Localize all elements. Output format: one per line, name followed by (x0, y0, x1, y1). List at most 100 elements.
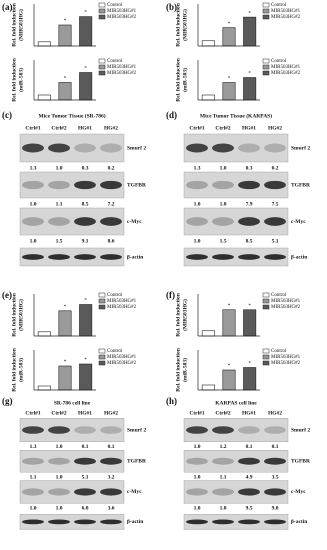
significance: * (228, 304, 231, 309)
blot-band (48, 180, 70, 190)
legend-swatch (262, 64, 270, 70)
blot-band (100, 426, 122, 434)
blot-membrane (19, 247, 125, 267)
quantification: 1.0 (220, 165, 227, 171)
lane-label: HG#1 (78, 125, 92, 131)
y-label: Rel. fold induction (175, 58, 181, 102)
quantification: 0.1 (246, 444, 253, 450)
quantification: 1.0 (30, 201, 37, 207)
quantification: 4.9 (246, 474, 253, 480)
bar (58, 365, 72, 391)
blot-band (186, 519, 208, 525)
bar (201, 94, 215, 101)
y-label: Rel. fold induction (11, 58, 17, 102)
protein-label: β-actin (291, 254, 307, 260)
significance: * (228, 77, 231, 82)
legend-label: MIR503HG#1 (271, 65, 301, 70)
blot-band (74, 488, 96, 496)
legend-swatch (262, 292, 270, 298)
legend-label: MIR503HG#1 (107, 355, 137, 360)
legend-swatch (262, 70, 270, 76)
y-label-sub: (MIR503HG) (181, 299, 188, 331)
bar (58, 310, 72, 337)
quantification: 0.3 (82, 165, 89, 171)
blot-band (22, 488, 44, 496)
blot-membrane (19, 480, 125, 504)
bar (201, 330, 215, 337)
quantification: 7.9 (246, 201, 253, 207)
blot-band (22, 217, 44, 226)
protein-label: Smurf 2 (291, 145, 310, 151)
bar (79, 304, 93, 337)
blot-band (238, 180, 260, 190)
protein-label: Smurf 2 (127, 427, 146, 433)
blot-band (264, 217, 286, 226)
blot-band (264, 519, 286, 525)
blot-band (74, 143, 96, 153)
legend-swatch (262, 14, 270, 20)
bar (37, 331, 51, 337)
panel-label: (d) (166, 110, 177, 120)
protein-label: β-actin (291, 519, 307, 525)
bar (222, 82, 236, 101)
quantification: 8.6 (108, 238, 115, 244)
significance: * (84, 67, 87, 72)
blot-band (238, 217, 260, 226)
legend-label: MIR503HG#2 (107, 361, 137, 366)
panel-label: (h) (166, 396, 177, 406)
significance: * (248, 362, 251, 367)
quantification: 8.5 (246, 238, 253, 244)
blot-band (100, 180, 122, 190)
legend-swatch (98, 14, 106, 20)
protein-label: β-actin (127, 519, 143, 525)
blot-band (264, 180, 286, 190)
panel-label: (c) (2, 110, 12, 120)
legend-label: MIR503HG#2 (107, 305, 137, 310)
blot-band (100, 457, 122, 465)
legend-swatch (98, 354, 106, 360)
panel-label: (e) (2, 290, 12, 300)
legend-label: MIR503HG#1 (271, 9, 301, 14)
legend-swatch (98, 8, 106, 14)
quantification: 6.0 (82, 506, 89, 512)
legend-swatch (98, 64, 106, 70)
lane-label: Ctrl#1 (189, 125, 205, 131)
legend-label: MIR503HG#1 (107, 65, 137, 70)
quantification: 1.0 (194, 506, 201, 512)
bar (79, 72, 93, 101)
blot-band (238, 457, 260, 465)
blot-membrane (19, 450, 125, 473)
blot-band (238, 254, 260, 260)
bar (243, 367, 257, 391)
quantification: 1.1 (30, 474, 37, 480)
y-label-sub: (miR-503) (17, 68, 24, 92)
significance: * (64, 305, 67, 310)
legend-swatch (262, 304, 270, 310)
blot-band (22, 426, 44, 434)
lane-label: HG#2 (268, 125, 282, 131)
y-label: Rel. fold induction (11, 3, 17, 47)
bar (201, 384, 215, 391)
lane-label: HG#2 (104, 410, 118, 416)
legend-swatch (262, 348, 270, 354)
blot-band (186, 143, 208, 153)
blot-band (48, 143, 70, 153)
quantification: 1.0 (194, 201, 201, 207)
blot-band (212, 180, 234, 190)
blot-band (264, 143, 286, 153)
protein-label: c-Myc (127, 489, 142, 495)
blot-band (74, 180, 96, 190)
legend-swatch (262, 354, 270, 360)
legend-label: Control (107, 293, 123, 298)
bar (37, 41, 51, 47)
quantification: 0.1 (82, 444, 89, 450)
blot-band (186, 488, 208, 496)
blot-band (212, 217, 234, 226)
quantification: 1.1 (56, 201, 63, 207)
blot-band (186, 217, 208, 226)
legend-label: MIR503HG#1 (271, 355, 301, 360)
quantification: 1.5 (56, 238, 63, 244)
bar (37, 94, 51, 101)
protein-label: Smurf 2 (127, 145, 146, 151)
